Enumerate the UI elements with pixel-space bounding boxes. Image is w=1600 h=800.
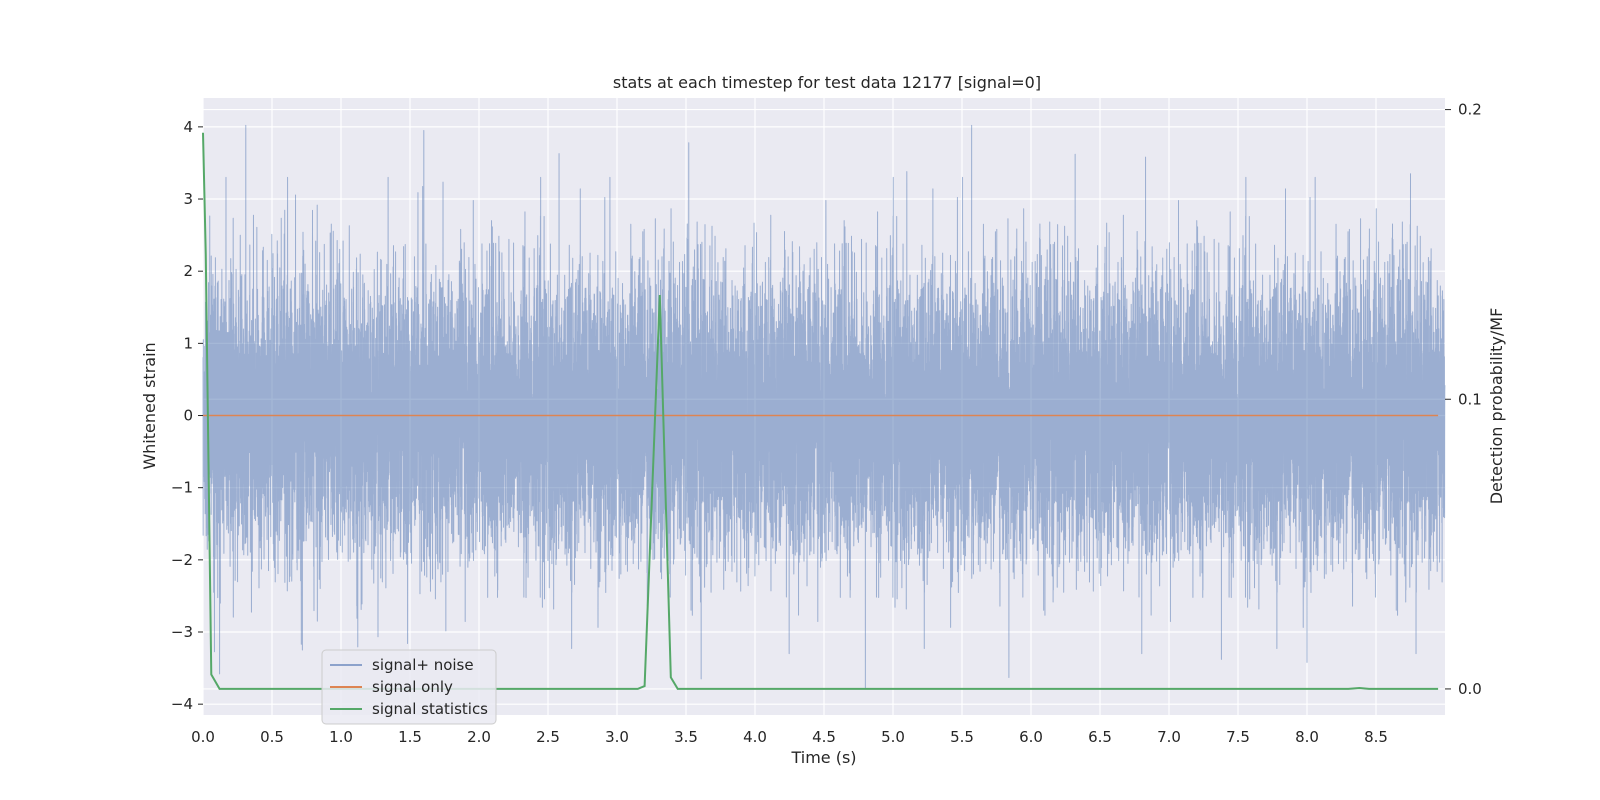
x-tick-label: 3.5 xyxy=(674,728,698,746)
y-tick-label: −1 xyxy=(171,479,193,497)
x-tick-label: 1.0 xyxy=(329,728,353,746)
x-tick-label: 7.0 xyxy=(1157,728,1181,746)
x-tick-label: 1.5 xyxy=(398,728,422,746)
x-tick-label: 0.5 xyxy=(260,728,284,746)
x-tick-label: 2.5 xyxy=(536,728,560,746)
y-tick-label: 2 xyxy=(183,262,193,280)
y2-axis-label: Detection probability/MF xyxy=(1487,308,1506,505)
x-tick-label: 2.0 xyxy=(467,728,491,746)
legend-label-signal: signal only xyxy=(372,678,453,696)
y2-tick-label: 0.1 xyxy=(1458,390,1482,408)
x-tick-label: 6.0 xyxy=(1019,728,1043,746)
x-tick-label: 5.5 xyxy=(950,728,974,746)
chart-title: stats at each timestep for test data 121… xyxy=(613,73,1041,92)
x-tick-label: 8.5 xyxy=(1364,728,1388,746)
y-tick-label: −2 xyxy=(171,551,193,569)
series-signal-statistics xyxy=(202,132,1439,690)
x-tick-label: 5.0 xyxy=(881,728,905,746)
x-tick-label: 6.5 xyxy=(1088,728,1112,746)
x-axis-label: Time (s) xyxy=(790,748,856,767)
y-axis-left: 4 3 2 1 0 −1 −2 −3 −4 xyxy=(171,118,203,713)
series-layer xyxy=(202,124,1446,690)
series-signal-plus-noise xyxy=(202,124,1446,689)
x-tick-label: 4.5 xyxy=(812,728,836,746)
legend-label-noise: signal+ noise xyxy=(372,656,474,674)
y2-tick-label: 0.2 xyxy=(1458,101,1482,119)
legend-label-statistics: signal statistics xyxy=(372,700,488,718)
legend: signal+ noise signal only signal statist… xyxy=(321,649,497,725)
y-axis-right: 0.2 0.1 0.0 xyxy=(1445,101,1482,698)
x-tick-label: 3.0 xyxy=(605,728,629,746)
x-tick-label: 7.5 xyxy=(1226,728,1250,746)
y-tick-label: 1 xyxy=(183,334,193,352)
y-tick-label: 4 xyxy=(183,118,193,136)
y-tick-label: −4 xyxy=(171,695,193,713)
legend-box xyxy=(321,649,497,725)
x-axis: 0.0 0.5 1.0 1.5 2.0 2.5 3.0 3.5 4.0 4.5 5.0 5.5 6.0 6… xyxy=(191,728,1388,746)
y-axis-label: Whitened strain xyxy=(140,342,159,469)
x-tick-label: 4.0 xyxy=(743,728,767,746)
y2-tick-label: 0.0 xyxy=(1458,680,1482,698)
x-tick-label: 0.0 xyxy=(191,728,215,746)
y-tick-label: 3 xyxy=(183,190,193,208)
y-tick-label: 0 xyxy=(183,407,193,425)
y-tick-label: −3 xyxy=(171,623,193,641)
x-tick-label: 8.0 xyxy=(1295,728,1319,746)
